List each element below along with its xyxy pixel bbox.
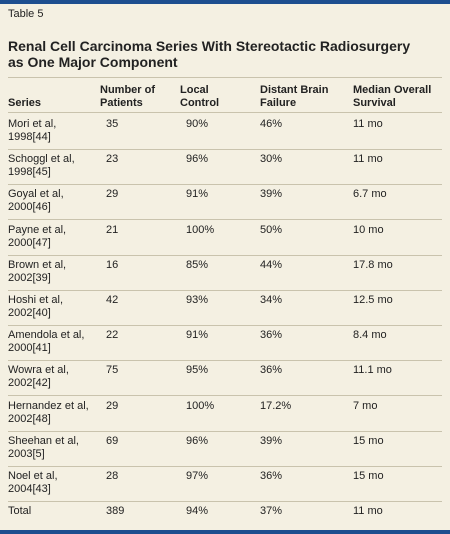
column-header: Local Control — [180, 84, 220, 109]
cell-value: 11 mo — [353, 153, 383, 166]
row-label: Goyal et al, 2000[46] — [8, 188, 64, 214]
row-label: Total — [8, 505, 32, 518]
cell-value: 17.2% — [260, 399, 292, 412]
cell-value: 44% — [260, 258, 283, 271]
header-rule — [8, 112, 442, 113]
cell-value: 90% — [186, 118, 209, 130]
cell-value: 21 — [106, 223, 119, 236]
cell-value: 91% — [186, 329, 209, 342]
cell-value: 97% — [186, 470, 209, 482]
cell-value: 35 — [106, 118, 119, 130]
row-rule — [8, 184, 442, 186]
cell-value: 93% — [186, 294, 209, 306]
cell-value: 46% — [260, 118, 283, 130]
row-label: Hernandez et al, 2002[48] — [8, 399, 89, 425]
cell-value: 37% — [260, 505, 283, 518]
cell-value: 36% — [260, 364, 283, 377]
cell-value: 50% — [260, 223, 283, 236]
row-rule — [8, 325, 442, 326]
row-rule — [8, 149, 442, 150]
cell-value: 69 — [106, 434, 119, 447]
cell-value: 95% — [186, 364, 209, 377]
cell-value: 39% — [260, 434, 283, 447]
cell-value: 23 — [106, 153, 119, 166]
cell-value: 6.7 mo — [353, 188, 387, 201]
top-bar — [0, 0, 450, 4]
cell-value: 39% — [260, 188, 283, 201]
row-rule — [8, 289, 442, 291]
cell-value: 91% — [186, 188, 209, 201]
cell-value: 11 mo — [353, 505, 383, 518]
column-header: Median Overall Survival — [353, 84, 432, 109]
cell-value: 100% — [186, 399, 215, 412]
title-rule — [8, 77, 442, 78]
row-label: Schoggl et al, 1998[45] — [8, 153, 75, 179]
row-label: Brown et al, 2002[39] — [8, 258, 67, 284]
cell-value: 7 mo — [353, 399, 378, 412]
cell-value: 36% — [260, 329, 283, 342]
row-label: Mori et al, 1998[44] — [8, 118, 57, 143]
row-rule — [8, 430, 442, 432]
row-label: Sheehan et al, 2003[5] — [8, 434, 79, 460]
cell-value: 10 mo — [353, 223, 384, 236]
column-header: Number of Patients — [100, 84, 155, 109]
column-header: Distant Brain Failure — [260, 84, 329, 109]
cell-value: 15 mo — [353, 434, 384, 447]
cell-value: 96% — [186, 153, 209, 166]
cell-value: 75 — [106, 364, 119, 377]
cell-value: 16 — [106, 258, 119, 271]
cell-value: 8.4 mo — [353, 329, 387, 342]
cell-value: 30% — [260, 153, 283, 166]
cell-value: 85% — [186, 258, 209, 271]
cell-value: 17.8 mo — [353, 258, 393, 271]
row-rule — [8, 219, 442, 221]
cell-value: 42 — [106, 294, 119, 306]
table-label: Table 5 — [8, 8, 44, 20]
row-rule — [8, 395, 442, 397]
row-rule — [8, 254, 442, 256]
row-rule — [8, 360, 442, 362]
cell-value: 29 — [106, 399, 119, 412]
row-rule — [8, 465, 442, 467]
row-label: Amendola et al, 2000[41] — [8, 329, 85, 355]
cell-value: 36% — [260, 470, 283, 482]
bottom-bar — [0, 530, 450, 534]
table-title: Renal Cell Carcinoma Series With Stereot… — [8, 38, 411, 70]
cell-value: 389 — [106, 505, 125, 518]
cell-value: 29 — [106, 188, 119, 201]
row-label: Noel et al, 2004[43] — [8, 470, 58, 495]
cell-value: 28 — [106, 470, 119, 482]
row-label: Payne et al, 2000[47] — [8, 223, 67, 249]
cell-value: 34% — [260, 294, 283, 306]
row-label: Hoshi et al, 2002[40] — [8, 294, 64, 319]
cell-value: 94% — [186, 505, 209, 518]
cell-value: 12.5 mo — [353, 294, 393, 306]
cell-value: 11 mo — [353, 118, 383, 130]
cell-value: 11.1 mo — [353, 364, 392, 377]
cell-value: 22 — [106, 329, 119, 342]
row-label: Wowra et al, 2002[42] — [8, 364, 69, 390]
cell-value: 96% — [186, 434, 209, 447]
cell-value: 15 mo — [353, 470, 384, 482]
row-rule — [8, 501, 442, 502]
column-header: Series — [8, 97, 42, 109]
cell-value: 100% — [186, 223, 215, 236]
